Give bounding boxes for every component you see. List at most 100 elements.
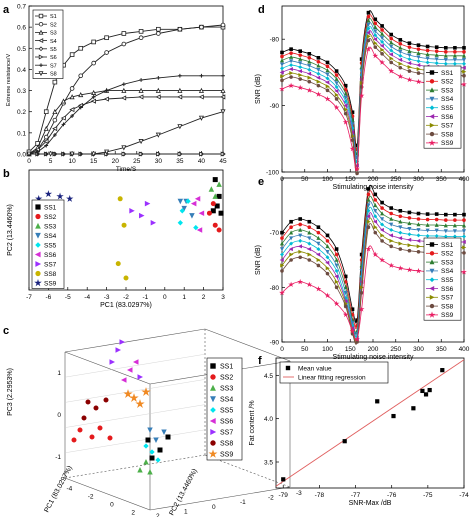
point-S6 <box>156 151 162 157</box>
legend-marker <box>429 122 435 128</box>
x-tick-label: 200 <box>368 176 379 183</box>
point-SS6 <box>325 260 330 265</box>
point-S2 <box>43 134 49 140</box>
point-SS8 <box>398 247 403 251</box>
x-axis-label: PC1 (83.0297%) <box>100 302 152 309</box>
x-tick-label: 150 <box>345 176 356 183</box>
point-SS2 <box>71 437 77 443</box>
legend-marker <box>429 259 435 265</box>
panel-f: -79 -78 -77 -76 -75 -74 3.5 4.0 4.5 SNR-Max /dB Fa… <box>249 357 469 507</box>
point-S3 <box>220 87 226 93</box>
point-mean <box>375 399 380 404</box>
point-SS3 <box>366 197 371 202</box>
point-SS6 <box>297 69 303 74</box>
point-S7 <box>91 95 96 99</box>
point-S2 <box>69 86 75 91</box>
point-SS6 <box>297 244 303 249</box>
x-axis-label: Time/S <box>116 166 137 173</box>
point-SS7 <box>280 263 285 268</box>
point-SS2 <box>453 50 457 54</box>
point-SS3 <box>434 52 439 57</box>
point-SS2 <box>380 206 384 210</box>
y-tick-label: 0 <box>212 504 216 511</box>
legend-marker <box>210 407 216 413</box>
x-tick-label: 3 <box>221 294 225 301</box>
legend-label: S8 <box>50 72 57 78</box>
point-SS5 <box>452 234 457 239</box>
point-SS7 <box>407 243 412 248</box>
point-SS3 <box>398 45 403 50</box>
point-SS4 <box>434 228 439 233</box>
point-SS4 <box>289 59 294 64</box>
point-SS8 <box>334 285 339 290</box>
legend: S1 S2 S3 S4 S5 S6 S7 S8 <box>32 9 64 79</box>
y-tick-label: 0.0 <box>17 152 26 159</box>
point-SS6 <box>366 214 371 219</box>
point-SS6 <box>279 70 284 75</box>
legend-marker <box>429 105 435 111</box>
legend-label: SS3 <box>441 87 454 94</box>
point-S6 <box>138 151 144 157</box>
axis-edge <box>64 454 206 479</box>
point-SS3 <box>380 31 385 36</box>
y-tick-label: 4.0 <box>264 416 273 423</box>
point-SS3 <box>416 222 421 227</box>
point-SS7 <box>144 200 151 207</box>
point-S7 <box>139 78 143 82</box>
point-SS5 <box>149 449 155 455</box>
legend-marker <box>210 384 216 391</box>
point-SS6 <box>407 61 412 66</box>
z-tick-label: -1 <box>55 454 61 461</box>
point-S4 <box>52 126 58 132</box>
legend-label: SS7 <box>441 295 454 302</box>
legend-marker <box>429 242 435 247</box>
point-SS7 <box>325 84 330 89</box>
point-SS1 <box>462 212 466 217</box>
point-S4 <box>90 98 96 104</box>
point-SS9 <box>415 78 422 85</box>
point-SS4 <box>334 81 339 86</box>
point-SS7 <box>129 208 135 214</box>
x-tick-label: 20 <box>112 158 120 165</box>
point-SS8 <box>307 79 312 84</box>
point-S4 <box>138 94 144 100</box>
point-S8 <box>177 124 183 130</box>
point-SS9 <box>415 267 422 274</box>
point-SS8 <box>373 45 378 49</box>
point-SS7 <box>398 61 403 66</box>
point-SS5 <box>316 71 321 76</box>
point-SS9 <box>342 311 349 318</box>
y-tick-label: -3 <box>296 490 302 497</box>
point-SS6 <box>407 237 412 242</box>
point-mean <box>411 406 416 411</box>
x-tick-label: 30 <box>155 158 163 165</box>
y-tick-label: 1 <box>184 508 188 515</box>
point-SS3 <box>212 193 218 199</box>
point-SS3 <box>289 54 294 59</box>
point-SS7 <box>115 347 121 353</box>
point-SS2 <box>316 59 321 64</box>
point-SS4 <box>298 61 303 66</box>
point-S1 <box>121 31 127 36</box>
x-tick-label: -6 <box>46 294 52 301</box>
point-SS3 <box>407 48 412 53</box>
point-SS7 <box>366 219 371 224</box>
point-S4 <box>177 94 183 100</box>
x-axis-label: Stimulating noise intensity <box>333 354 414 361</box>
point-SS4 <box>325 249 330 255</box>
legend-marker <box>34 279 42 287</box>
point-S7 <box>121 82 126 87</box>
point-SS3 <box>389 216 394 221</box>
point-SS9 <box>372 52 379 59</box>
point-SS4 <box>366 22 371 27</box>
point-SS2 <box>280 54 284 59</box>
point-SS4 <box>343 95 348 100</box>
point-SS3 <box>398 219 403 224</box>
point-SS8 <box>355 340 359 344</box>
legend-label: S3 <box>50 31 57 37</box>
point-SS7 <box>307 75 312 80</box>
point-SS5 <box>155 457 161 463</box>
point-SS6 <box>398 236 403 241</box>
